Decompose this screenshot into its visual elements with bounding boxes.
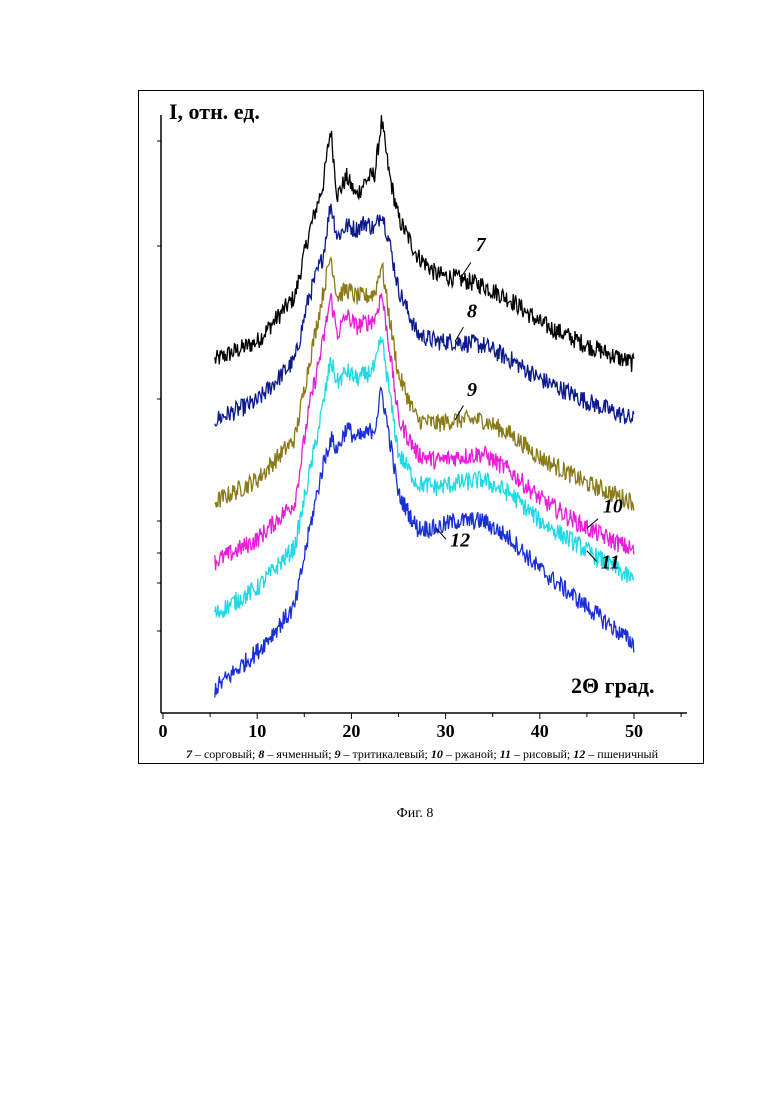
plot-area: 0 10 20 30 40 50 7 8 9 10 11 12 [139, 91, 705, 765]
legend-caption: 7 – сорговый; 8 – ячменный; 9 – тритикал… [139, 747, 705, 762]
x-tick-label: 10 [248, 721, 266, 741]
x-tick-label: 0 [159, 721, 168, 741]
x-axis-label: 2Θ град. [571, 673, 654, 699]
x-tick-label: 20 [342, 721, 360, 741]
legend-item-text: – рисовый; [511, 747, 573, 761]
y-axis-label: I, отн. ед. [169, 99, 260, 125]
legend-item-text: – ячменный; [264, 747, 334, 761]
legend-item-text: – ржаной; [443, 747, 500, 761]
legend-item-text: – пшеничный [585, 747, 658, 761]
annotation-label: 10 [603, 495, 623, 517]
annotation-label: 7 [476, 234, 487, 256]
series-line-12 [215, 388, 634, 698]
annotation-label: 8 [467, 300, 477, 322]
figure-frame: 0 10 20 30 40 50 7 8 9 10 11 12 I, отн. ед. 2Θ град… [138, 90, 704, 764]
legend-item-number: 12 [573, 747, 585, 761]
annotation-label: 11 [601, 552, 620, 574]
legend-item-text: – сорговый; [192, 747, 258, 761]
annotation-label: 12 [450, 529, 470, 551]
annotation-label: 9 [467, 379, 477, 401]
legend-item-number: 11 [500, 747, 511, 761]
figure-label: Фиг. 8 [0, 806, 780, 822]
legend-item-text: – тритикалевый; [341, 747, 431, 761]
x-tick-label: 50 [625, 721, 643, 741]
x-tick-label: 40 [531, 721, 549, 741]
x-tick-label: 30 [437, 721, 455, 741]
legend-item-number: 10 [431, 747, 443, 761]
